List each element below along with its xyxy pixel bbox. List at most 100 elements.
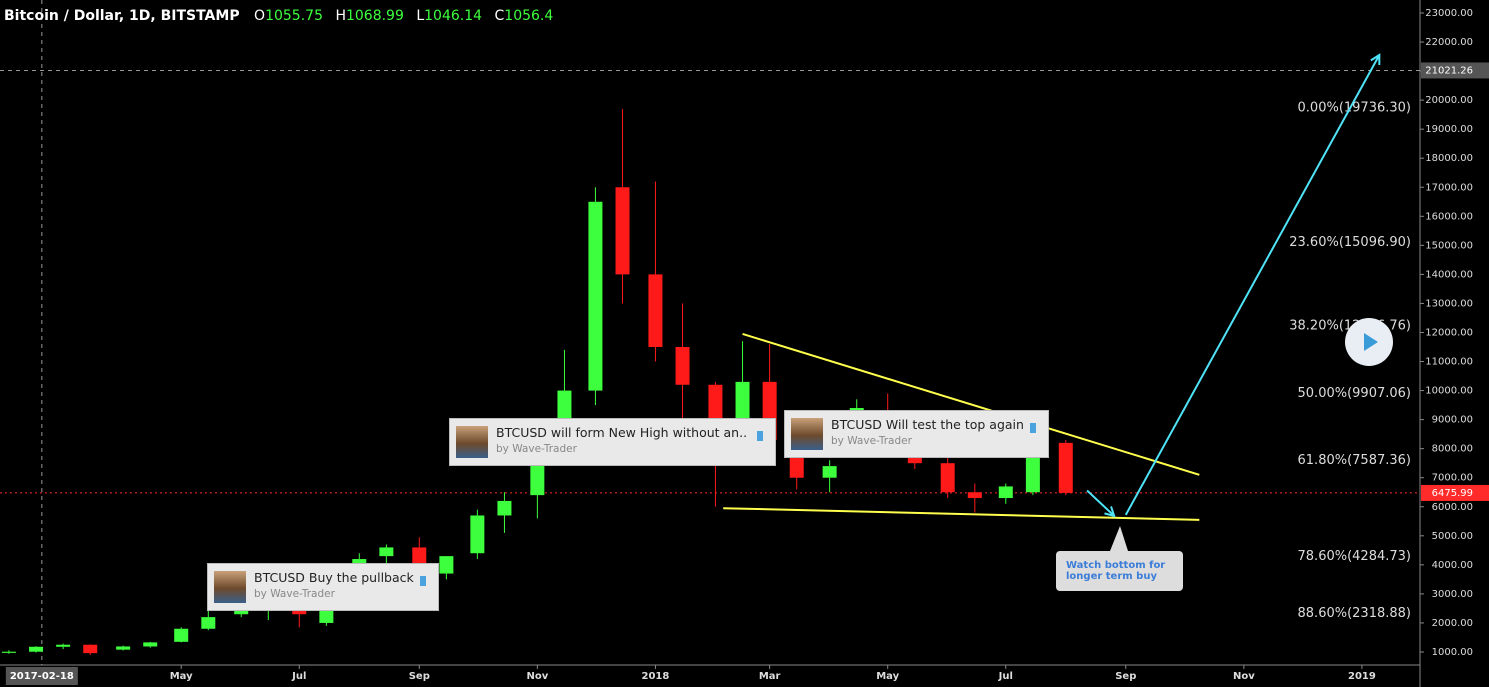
arrow-head [1104, 506, 1116, 518]
candle-body [83, 644, 98, 654]
pin-icon [757, 431, 763, 441]
callout-pointer [1110, 526, 1128, 551]
y-tick-label: 5000.00 [1432, 531, 1473, 542]
price-axis [1420, 0, 1489, 687]
arrow [1124, 54, 1381, 516]
y-tick-label: 3000.00 [1432, 589, 1473, 600]
crosshair-y-box [1421, 62, 1489, 79]
ohlc-value: 1068.99 [345, 8, 404, 24]
ohlc-value: 1046.14 [424, 8, 483, 24]
candle-body [56, 644, 71, 647]
y-tick-label: 15000.00 [1425, 240, 1473, 251]
candle-body [588, 201, 603, 391]
y-tick-label: 13000.00 [1425, 298, 1473, 309]
candle-body [998, 486, 1013, 499]
fib-label: 50.00%(9907.06) [1298, 386, 1411, 401]
crosshair-x-label: 2017-02-18 [10, 671, 74, 682]
pin-icon [1030, 423, 1036, 433]
candle-body [379, 547, 394, 557]
symbol-title: Bitcoin / Dollar, 1D, BITSTAMP [4, 8, 240, 24]
ohlc-key: L [416, 8, 425, 24]
fib-label: 78.60%(4284.73) [1298, 549, 1411, 564]
y-tick-label: 4000.00 [1432, 560, 1473, 571]
y-tick-label: 23000.00 [1425, 8, 1473, 19]
candle-body [967, 492, 982, 499]
x-tick-label: Jul [998, 671, 1013, 682]
header: Bitcoin / Dollar, 1D, BITSTAMP O1055.75 … [4, 8, 561, 24]
candle-body [201, 617, 216, 629]
last-price-box [1421, 484, 1489, 501]
idea-card[interactable]: BTCUSD Buy the pullback by Wave-Trader [207, 563, 439, 611]
crosshair-y-label: 21021.26 [1425, 65, 1473, 76]
y-tick-label: 9000.00 [1432, 415, 1473, 426]
play-button[interactable] [1345, 318, 1393, 366]
y-tick-label: 19000.00 [1425, 124, 1473, 135]
idea-card[interactable]: BTCUSD will form New High without an... … [449, 418, 776, 466]
y-tick-label: 18000.00 [1425, 153, 1473, 164]
x-tick-label: May [170, 671, 193, 682]
candle-body [822, 466, 837, 478]
candle-body [648, 274, 663, 348]
ohlc-value: 1056.4 [504, 8, 554, 24]
idea-card[interactable]: BTCUSD Will test the top again by Wave-T… [784, 410, 1049, 458]
idea-author: by Wave-Trader [831, 435, 912, 447]
candle-body [497, 500, 512, 516]
idea-author: by Wave-Trader [254, 588, 335, 600]
candle-body [439, 556, 454, 574]
x-tick-label: 2018 [642, 671, 670, 682]
trendline [742, 332, 1200, 476]
idea-title: BTCUSD Will test the top again [831, 417, 1024, 432]
y-tick-label: 12000.00 [1425, 327, 1473, 338]
x-tick-label: Sep [409, 671, 430, 682]
callout: Watch bottom for longer term buy [1056, 551, 1183, 591]
avatar [791, 418, 823, 450]
x-tick-label: May [876, 671, 899, 682]
candle-body [470, 515, 485, 554]
arrow-head [1370, 53, 1381, 65]
candle-body [675, 347, 690, 385]
crosshair-x-box [5, 667, 78, 685]
x-tick-label: Jul [291, 671, 306, 682]
play-icon [1364, 333, 1378, 351]
y-tick-label: 7000.00 [1432, 473, 1473, 484]
idea-author: by Wave-Trader [496, 443, 577, 455]
ohlc-key: H [335, 8, 346, 24]
candle-body [143, 642, 158, 647]
candle-body [116, 646, 131, 650]
y-tick-label: 14000.00 [1425, 269, 1473, 280]
x-tick-label: Nov [1233, 671, 1255, 682]
avatar [456, 426, 488, 458]
x-tick-label: Mar [759, 671, 781, 682]
candle-body [1, 651, 16, 653]
ohlc-key: C [494, 8, 505, 24]
y-tick-label: 1000.00 [1432, 647, 1473, 658]
y-tick-label: 8000.00 [1432, 444, 1473, 455]
x-tick-label: Sep [1115, 671, 1136, 682]
candle-body [940, 463, 955, 493]
candle-body [1058, 442, 1073, 493]
fib-label: 0.00%(19736.30) [1298, 100, 1411, 115]
y-tick-label: 17000.00 [1425, 182, 1473, 193]
ohlc-key: O [254, 8, 266, 24]
candle-body [29, 646, 44, 652]
y-tick-label: 22000.00 [1425, 37, 1473, 48]
fib-label: 61.80%(7587.36) [1298, 453, 1411, 468]
ohlc-value: 1055.75 [265, 8, 323, 24]
candle-body [615, 187, 630, 275]
y-tick-label: 16000.00 [1425, 211, 1473, 222]
last-price-label: 6475.99 [1432, 488, 1473, 499]
candle-body [174, 628, 189, 642]
trendline [723, 507, 1200, 521]
arrow [1086, 489, 1115, 517]
pin-icon [420, 576, 426, 586]
y-tick-label: 11000.00 [1425, 357, 1473, 368]
x-tick-label: Nov [526, 671, 548, 682]
y-tick-label: 2000.00 [1432, 618, 1473, 629]
y-tick-label: 6000.00 [1432, 502, 1473, 513]
idea-title: BTCUSD will form New High without an... [496, 425, 746, 440]
fib-label: 88.60%(2318.88) [1298, 606, 1411, 621]
fib-label: 23.60%(15096.90) [1289, 235, 1411, 250]
x-tick-label: 2019 [1348, 671, 1376, 682]
avatar [214, 571, 246, 603]
